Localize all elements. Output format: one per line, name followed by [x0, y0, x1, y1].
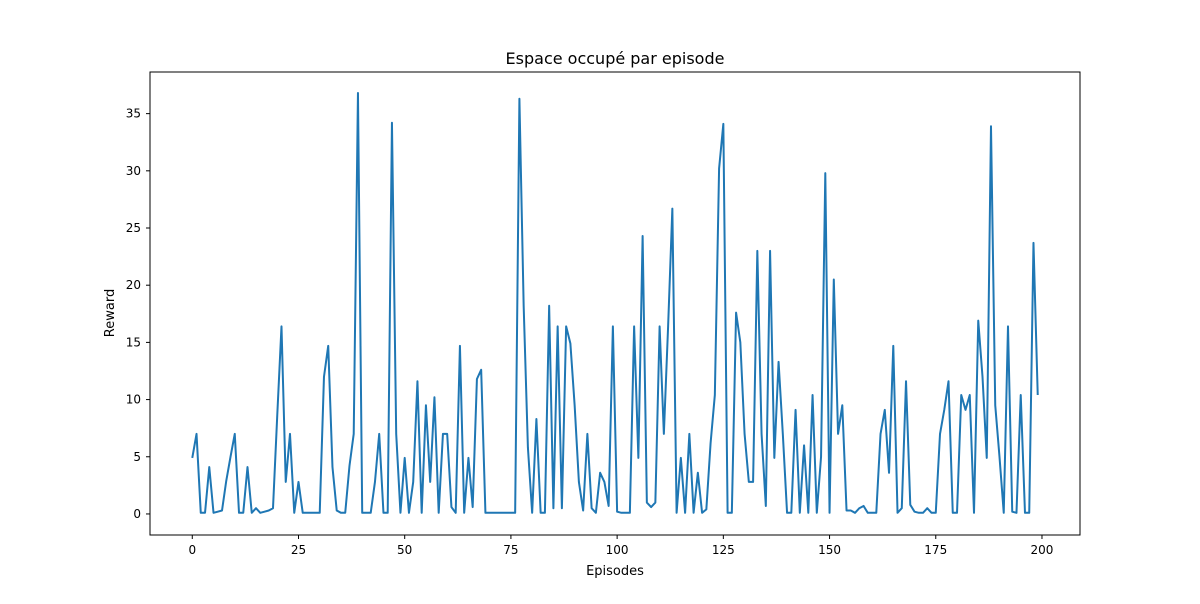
y-tick-label: 0 — [133, 507, 141, 521]
x-axis-label: Episodes — [586, 564, 644, 579]
x-tick-label: 50 — [397, 543, 412, 557]
y-tick-label: 35 — [126, 107, 141, 121]
x-tick-label: 150 — [818, 543, 841, 557]
x-tick-label: 75 — [503, 543, 518, 557]
x-tick-label: 175 — [924, 543, 947, 557]
x-tick-label: 25 — [291, 543, 306, 557]
axes-frame — [149, 71, 1081, 536]
x-tick-label: 125 — [712, 543, 735, 557]
plot-area: 0 25 50 75 100 125 150 175 200 0 5 10 15 20 25 30 35 — [126, 71, 1081, 557]
y-tick-label: 5 — [133, 450, 141, 464]
x-tick-label: 200 — [1031, 543, 1054, 557]
x-tick-label: 100 — [606, 543, 629, 557]
y-tick-label: 20 — [126, 278, 141, 292]
chart-title: Espace occupé par episode — [506, 49, 725, 68]
y-tick-label: 10 — [126, 393, 141, 407]
y-tick-label: 25 — [126, 221, 141, 235]
series-line-0 — [191, 92, 1039, 514]
x-tick-label: 0 — [188, 543, 196, 557]
y-tick-label: 15 — [126, 335, 141, 349]
y-tick-label: 30 — [126, 164, 141, 178]
y-axis-label: Reward — [103, 289, 118, 337]
